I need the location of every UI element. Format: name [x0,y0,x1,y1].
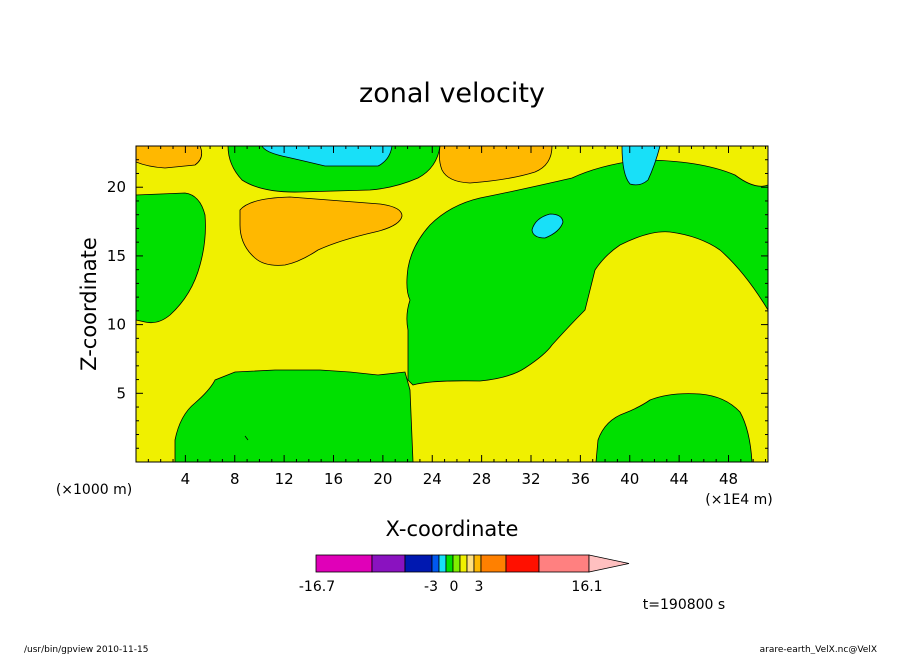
footer-left: /usr/bin/gpview 2010-11-15 [24,645,148,654]
plot-frame [135,145,769,463]
x-tick-label: 28 [472,470,491,488]
y-tick-label: 20 [107,178,126,196]
footer-right: arare-earth_VelX.nc@VelX [760,645,877,654]
colorbar-cell [538,554,590,573]
x-tick-label: 48 [719,470,738,488]
contour-region-green-left [136,192,206,324]
colorbar-labels: -16.7 -3 0 3 16.1 [299,579,603,595]
contour-region-green-bottomleft [174,369,414,462]
y-tick-label: 5 [116,384,126,402]
contour-region-green-bottomright [595,393,753,462]
colorbar-cell [371,554,406,573]
x-tick-label: 16 [324,470,343,488]
time-label: t=190800 s [643,597,725,613]
colorbar-label-neg3: -3 [424,579,438,595]
colorbar-cell [480,554,507,573]
y-tick-label: 10 [107,316,126,334]
x-tick-label: 20 [373,470,392,488]
colorbar-cell [315,554,373,573]
colorbar-cell [445,554,454,573]
contour-region-orange-topmid [438,146,553,184]
contour-region-cyan-topright [621,146,661,186]
colorbar [315,554,630,573]
x-tick-label: 32 [521,470,540,488]
colorbar-label-pos3: 3 [475,579,484,595]
colorbar-cell [473,554,482,573]
colorbar-cell [431,554,440,573]
colorbar-label-min: -16.7 [299,579,335,595]
x-tick-label: 40 [620,470,639,488]
y-axis-label: Z-coordinate [77,237,101,371]
x-unit-label: (×1E4 m) [705,492,772,508]
contour-region-cyan-top [261,146,393,167]
x-tick-label: 4 [181,470,191,488]
contour-region-orange-topleft [136,146,203,169]
z-unit-label: (×1000 m) [56,482,132,498]
colorbar-cell [438,554,447,573]
x-tick-label: 44 [670,470,689,488]
colorbar-cell [459,554,468,573]
x-tick-label: 12 [275,470,294,488]
colorbar-cell [452,554,461,573]
x-tick-label: 24 [423,470,442,488]
x-tick-label: 8 [230,470,240,488]
contour-region-orange-blob [239,196,403,266]
colorbar-label-max: 16.1 [571,579,602,595]
contour-speck [244,435,249,441]
x-tick-label: 36 [571,470,590,488]
y-axis: 5 10 15 20 [107,159,768,449]
x-axis-label: X-coordinate [386,517,519,541]
contour-region-green-center [406,146,768,386]
y-tick-label: 15 [107,247,126,265]
colorbar-cell [404,554,433,573]
colorbar-extend-arrow [588,554,630,573]
colorbar-label-zero: 0 [450,579,459,595]
x-axis: 4 8 12 16 20 24 28 32 36 40 44 48 [147,146,767,488]
colorbar-cell [505,554,540,573]
colorbar-cell [466,554,475,573]
chart-title: zonal velocity [359,78,545,109]
plot-area [136,146,768,462]
contour-region-cyan-small [531,213,564,239]
